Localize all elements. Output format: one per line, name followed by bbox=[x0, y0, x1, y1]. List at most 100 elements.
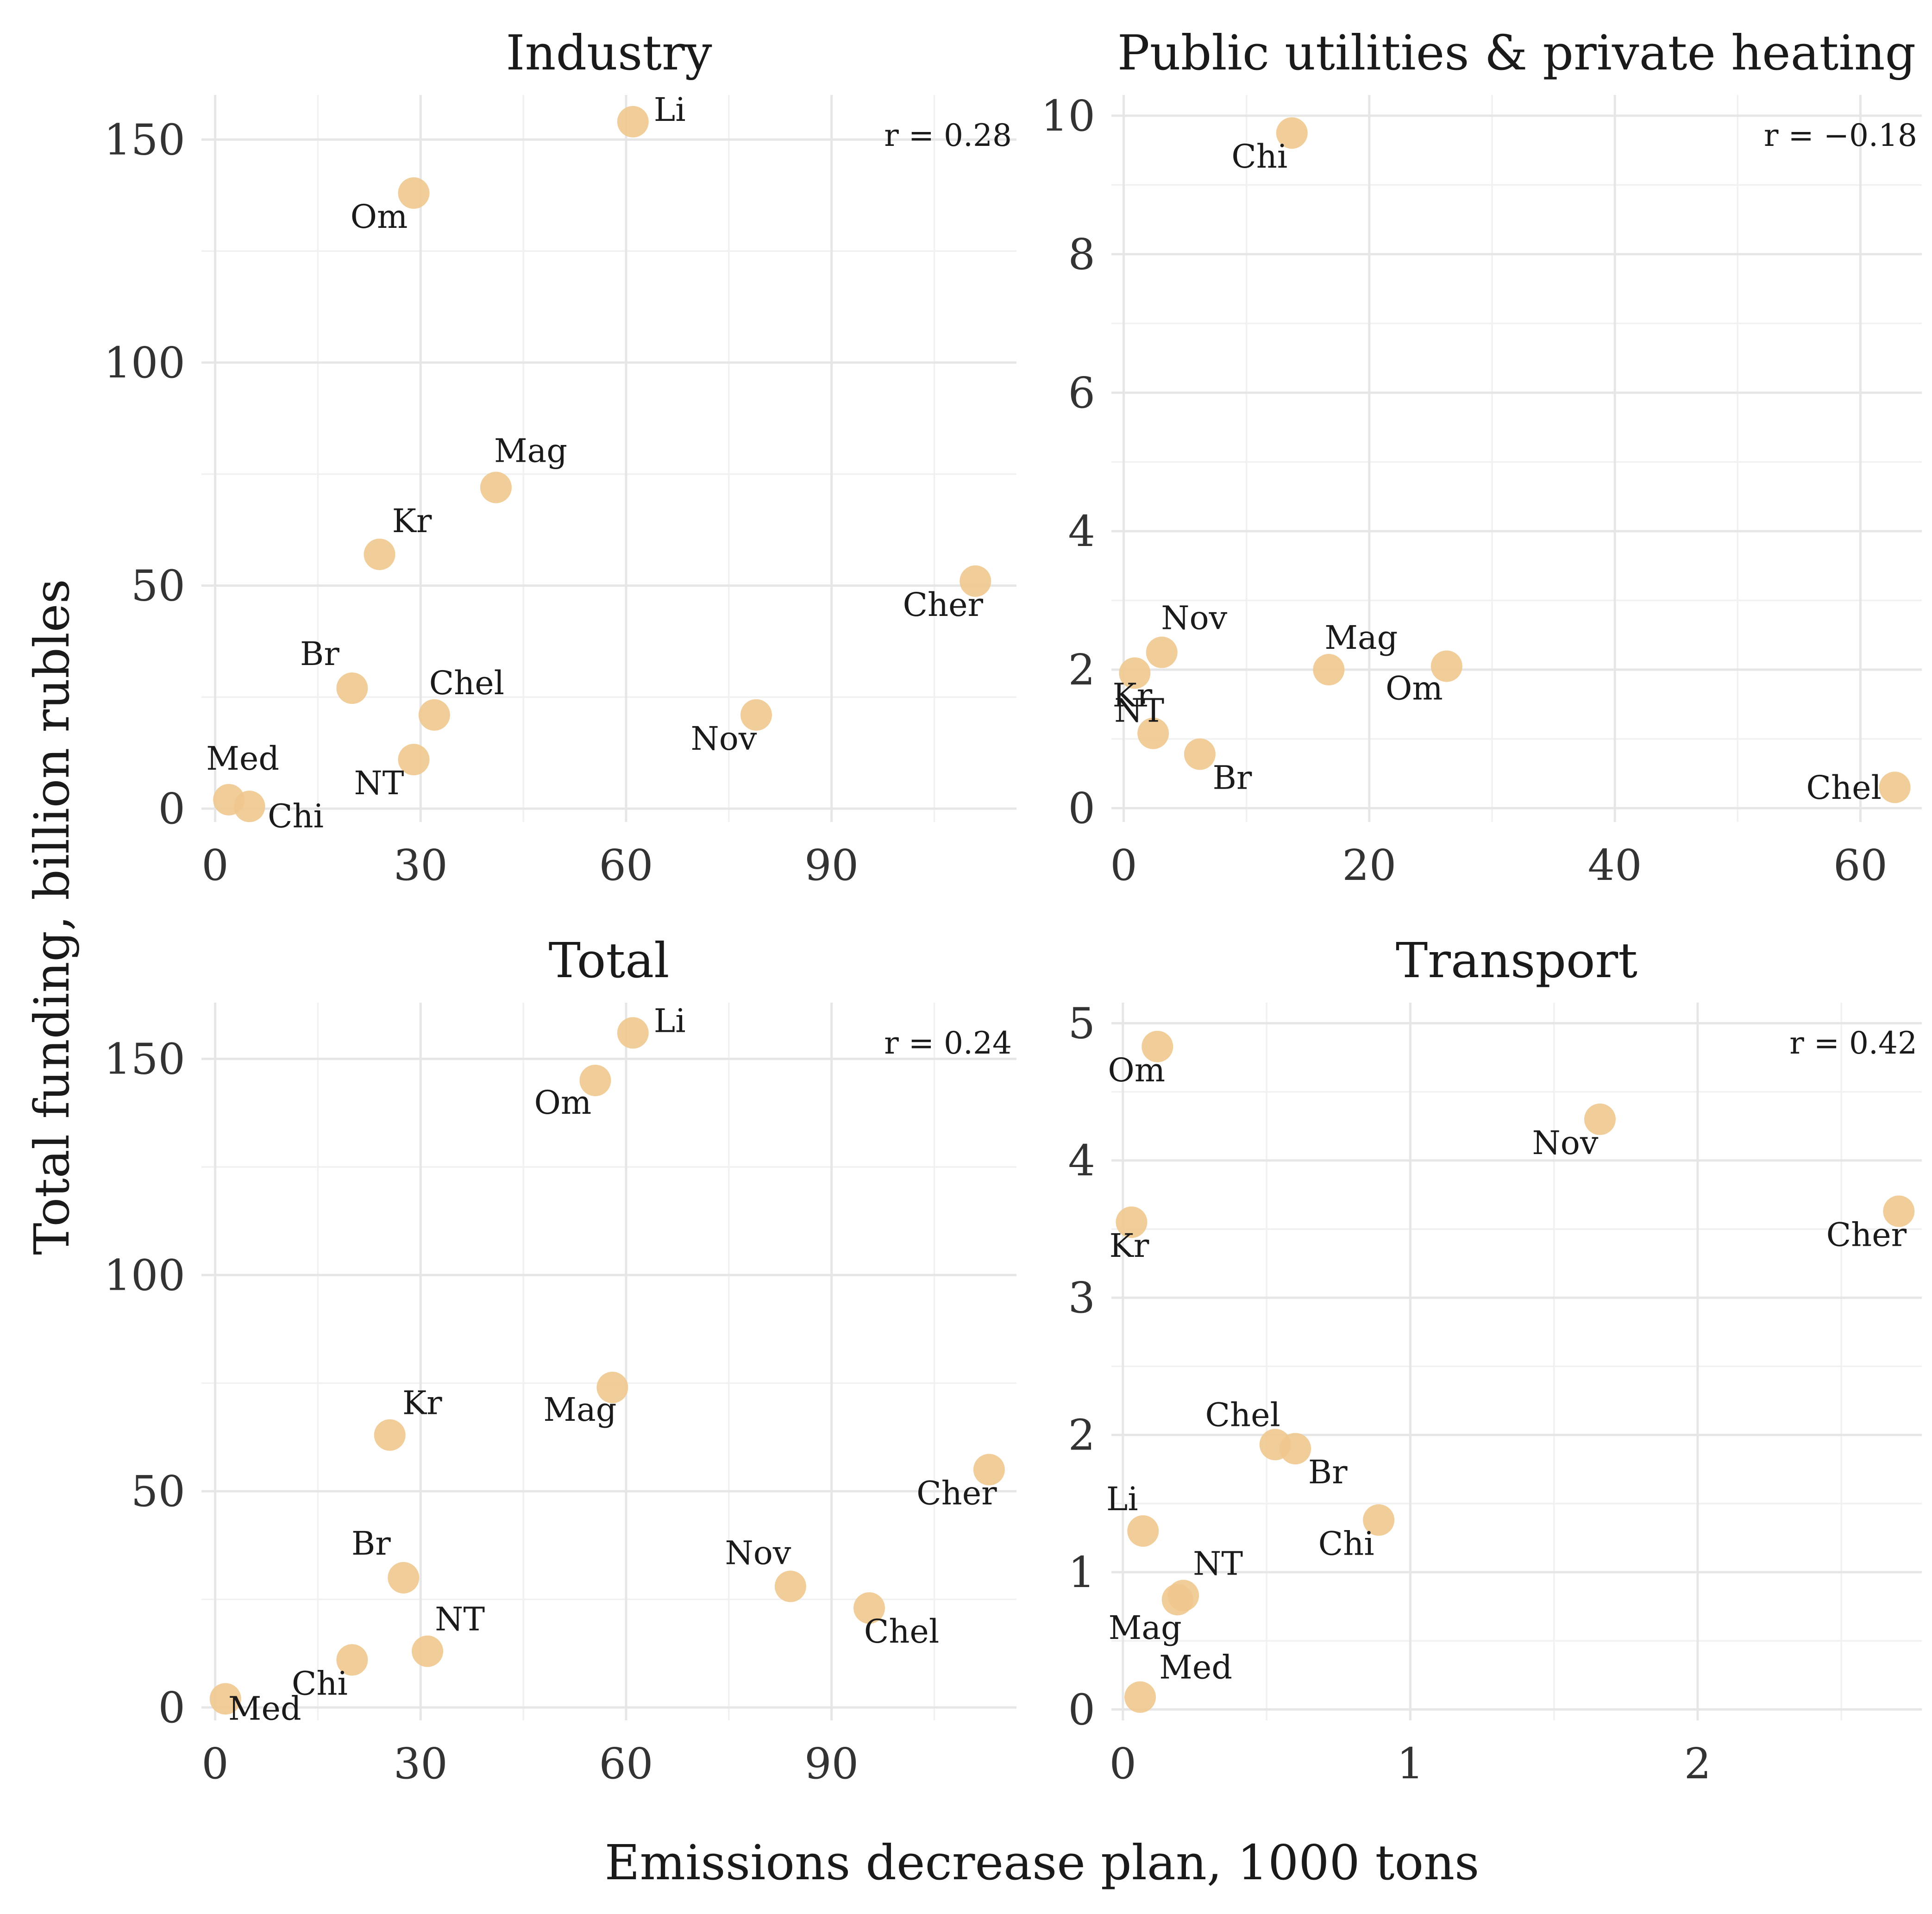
point-label-cher: Cher bbox=[903, 586, 983, 624]
correlation-label: r = 0.42 bbox=[1789, 1025, 1917, 1061]
point-label-med: Med bbox=[228, 1689, 301, 1727]
point-br bbox=[388, 1562, 420, 1594]
point-label-med: Med bbox=[206, 740, 279, 778]
point-br bbox=[336, 672, 368, 704]
point-chel bbox=[418, 699, 450, 731]
point-label-nov: Nov bbox=[1532, 1124, 1598, 1162]
x-tick-label: 60 bbox=[1833, 841, 1888, 890]
point-mag bbox=[596, 1372, 628, 1404]
correlation-label: r = 0.28 bbox=[884, 118, 1012, 153]
x-axis-title: Emissions decrease plan, 1000 tons bbox=[605, 1834, 1480, 1891]
y-tick-label: 4 bbox=[1068, 507, 1095, 556]
point-label-chi: Chi bbox=[1231, 138, 1287, 176]
panel-title: Total bbox=[549, 932, 670, 989]
x-tick-label: 0 bbox=[201, 841, 229, 890]
point-label-kr: Kr bbox=[392, 502, 432, 540]
point-br bbox=[1184, 738, 1216, 770]
panel-transport: 0 1 2 0 1 2 3 4 5 Transport r = 0.42 Om Nov Cher Kr Che… bbox=[1068, 932, 1922, 1788]
point-label-nov: Nov bbox=[725, 1534, 791, 1572]
panel-title: Public utilities & private heating bbox=[1117, 25, 1916, 81]
point-label-chel: Chel bbox=[1205, 1396, 1280, 1434]
point-label-om: Om bbox=[1386, 670, 1443, 708]
point-label-chel: Chel bbox=[864, 1613, 939, 1650]
y-tick-label: 6 bbox=[1068, 368, 1095, 418]
x-tick-label: 1 bbox=[1397, 1739, 1424, 1788]
point-label-chi: Chi bbox=[1318, 1525, 1374, 1563]
x-tick-label: 0 bbox=[1110, 1739, 1137, 1788]
point-label-kr: Kr bbox=[1112, 677, 1152, 715]
point-label-kr: Kr bbox=[402, 1384, 442, 1422]
point-kr bbox=[364, 539, 395, 571]
y-tick-label: 0 bbox=[1068, 784, 1095, 833]
x-tick-label: 60 bbox=[599, 1739, 653, 1788]
y-tick-label: 2 bbox=[1068, 1411, 1095, 1460]
point-label-cher: Cher bbox=[1826, 1216, 1907, 1254]
point-label-chel: Chel bbox=[429, 664, 504, 702]
y-tick-label: 4 bbox=[1068, 1136, 1095, 1186]
x-tick-label: 30 bbox=[394, 1739, 448, 1788]
point-nov bbox=[1584, 1103, 1616, 1135]
point-om bbox=[398, 177, 430, 209]
point-label-cher: Cher bbox=[916, 1474, 997, 1512]
y-tick-label: 0 bbox=[158, 1683, 185, 1732]
point-kr bbox=[1116, 1206, 1148, 1238]
point-nt bbox=[1137, 717, 1169, 749]
point-kr bbox=[374, 1419, 406, 1451]
point-label-li: Li bbox=[654, 1002, 686, 1040]
y-tick-label: 8 bbox=[1068, 230, 1095, 279]
panel-public-utilities-private-heating: 0 20 40 60 0 2 4 6 8 10 Public utilities & private… bbox=[1041, 25, 1922, 890]
point-label-nt: NT bbox=[354, 764, 404, 802]
point-label-kr: Kr bbox=[1110, 1227, 1149, 1265]
point-label-chi: Chi bbox=[292, 1664, 348, 1702]
point-nt bbox=[412, 1635, 444, 1667]
x-tick-label: 90 bbox=[804, 1739, 859, 1788]
point-med bbox=[1124, 1681, 1156, 1713]
y-tick-label: 1 bbox=[1068, 1548, 1095, 1597]
point-chi bbox=[336, 1644, 368, 1676]
point-chi bbox=[233, 791, 265, 822]
point-label-med: Med bbox=[1159, 1649, 1232, 1687]
point-label-om: Om bbox=[1108, 1051, 1165, 1089]
point-label-br: Br bbox=[1212, 759, 1252, 797]
y-tick-label: 0 bbox=[1068, 1685, 1095, 1734]
point-nov bbox=[774, 1570, 806, 1602]
point-label-br: Br bbox=[1308, 1453, 1348, 1491]
x-tick-label: 0 bbox=[1110, 841, 1137, 890]
y-tick-label: 100 bbox=[104, 1250, 185, 1300]
point-nt bbox=[398, 744, 430, 776]
point-li bbox=[1127, 1515, 1159, 1547]
point-mag bbox=[480, 471, 512, 503]
point-li bbox=[617, 106, 649, 138]
point-chel bbox=[853, 1592, 885, 1624]
point-label-br: Br bbox=[351, 1525, 391, 1563]
x-tick-label: 0 bbox=[201, 1739, 229, 1788]
point-label-nov: Nov bbox=[1161, 599, 1227, 637]
y-tick-label: 10 bbox=[1041, 91, 1095, 141]
point-label-nt: NT bbox=[1114, 692, 1164, 730]
correlation-label: r = 0.24 bbox=[884, 1025, 1012, 1061]
x-tick-label: 40 bbox=[1588, 841, 1642, 890]
point-label-li: Li bbox=[654, 91, 686, 129]
point-chi bbox=[1363, 1504, 1395, 1536]
panel-total: 0 30 60 90 0 50 100 150 Total r = 0.24 Li Om Mag Kr Ch… bbox=[104, 932, 1016, 1788]
point-label-mag: Mag bbox=[543, 1391, 616, 1429]
point-label-mag: Mag bbox=[494, 432, 567, 470]
point-mag bbox=[1161, 1584, 1193, 1616]
point-cher bbox=[960, 565, 991, 597]
y-tick-label: 3 bbox=[1068, 1273, 1095, 1323]
y-tick-label: 5 bbox=[1068, 998, 1095, 1048]
point-label-nov: Nov bbox=[691, 720, 757, 758]
point-nov bbox=[740, 699, 772, 731]
point-label-mag: Mag bbox=[1324, 619, 1398, 657]
point-label-br: Br bbox=[300, 635, 339, 673]
x-tick-label: 30 bbox=[394, 841, 448, 890]
x-tick-label: 20 bbox=[1342, 841, 1396, 890]
point-label-li: Li bbox=[1106, 1480, 1138, 1518]
point-li bbox=[617, 1017, 649, 1049]
point-om bbox=[1430, 650, 1462, 682]
panel-title: Transport bbox=[1396, 932, 1637, 989]
point-label-chi: Chi bbox=[268, 797, 324, 835]
y-tick-label: 0 bbox=[158, 784, 185, 834]
point-label-mag: Mag bbox=[1109, 1609, 1182, 1647]
